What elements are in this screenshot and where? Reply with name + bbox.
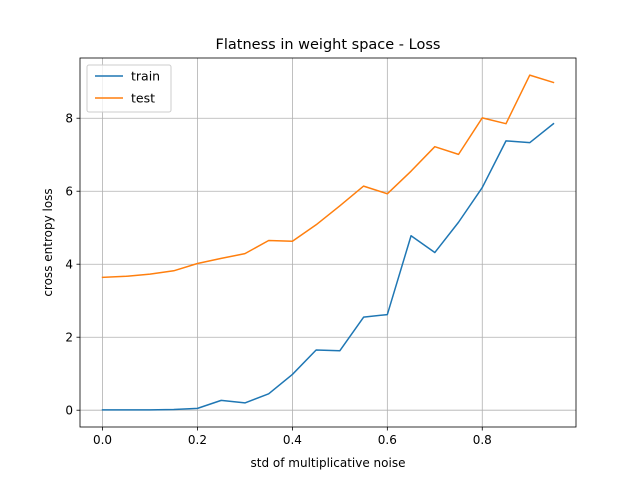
y-tick-label: 8: [65, 112, 73, 126]
tick-layer: 0.0 0.2 0.4 0.6 0.8 0 2 4 6 8: [65, 112, 491, 447]
y-axis-label: cross entropy loss: [41, 188, 55, 296]
x-axis-label: std of multiplicative noise: [251, 456, 406, 470]
legend: train test: [86, 64, 172, 113]
legend-label-train: train: [131, 69, 160, 84]
x-tick-label: 0.8: [473, 433, 492, 447]
x-tick-label: 0.4: [283, 433, 302, 447]
series-line-train: [101, 122, 555, 411]
plot-frame: [79, 57, 577, 428]
series-layer: [101, 74, 555, 411]
grid-layer: [80, 58, 576, 427]
y-tick-label: 4: [65, 258, 73, 272]
x-tick-label: 0.0: [93, 433, 112, 447]
x-tick-label: 0.6: [378, 433, 397, 447]
legend-label-test: test: [131, 91, 155, 106]
y-tick-label: 2: [65, 331, 73, 345]
y-tick-label: 0: [65, 404, 73, 418]
y-tick-label: 6: [65, 185, 73, 199]
series-line-test: [101, 74, 555, 279]
chart-title: Flatness in weight space - Loss: [216, 37, 441, 53]
x-tick-label: 0.2: [188, 433, 207, 447]
